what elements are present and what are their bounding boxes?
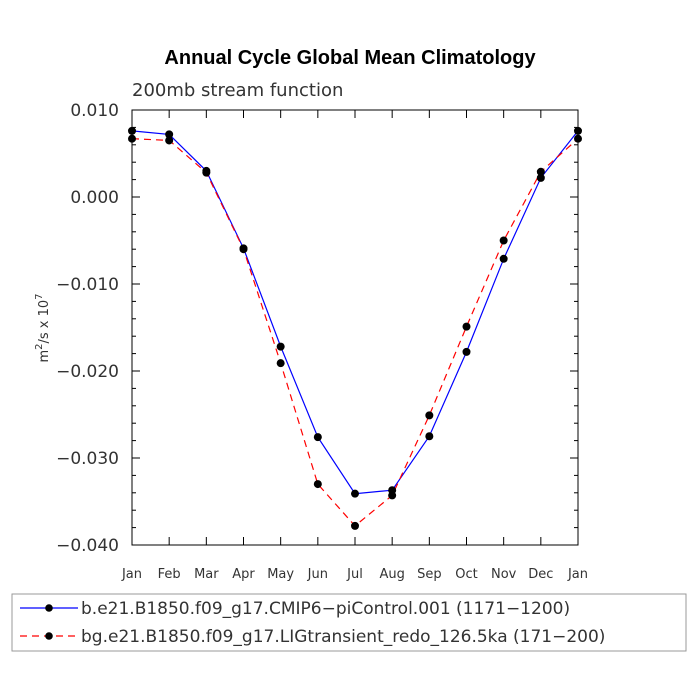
- y-tick-label: 0.000: [70, 188, 119, 208]
- data-point-series-1: [425, 432, 434, 441]
- legend: b.e21.B1850.f09_g17.CMIP6−piControl.001 …: [11, 593, 687, 652]
- y-tick-labels: 0.010 0.000 −0.010 −0.020 −0.030 −0.040: [56, 101, 119, 556]
- x-tick-label: Jan: [121, 567, 142, 582]
- chart-subtitle: 200mb stream function: [132, 80, 343, 101]
- y-tick-label: −0.010: [56, 275, 119, 295]
- axis-ticks: [131, 109, 579, 546]
- series-line-1: [131, 130, 579, 495]
- data-point-series-1: [313, 433, 322, 442]
- data-point-series-2: [239, 245, 248, 254]
- x-tick-label: Aug: [379, 567, 404, 582]
- y-tick-label: 0.010: [70, 101, 119, 121]
- x-tick-label: May: [267, 567, 294, 582]
- x-tick-label: Jun: [307, 567, 328, 582]
- data-point-series-1: [276, 342, 285, 351]
- data-point-series-1: [351, 489, 359, 498]
- data-point-series-2: [462, 322, 471, 331]
- x-tick-label: Oct: [455, 567, 477, 582]
- data-point-series-2: [202, 168, 211, 177]
- data-point-series-1: [462, 347, 471, 356]
- x-tick-label: Jan: [567, 567, 588, 582]
- x-tick-label: Dec: [528, 567, 553, 582]
- x-tick-label: Nov: [491, 567, 517, 582]
- data-point-series-1: [574, 126, 582, 135]
- data-point-series-2: [165, 136, 174, 145]
- y-tick-label: −0.020: [56, 362, 119, 382]
- series-lines: [131, 130, 579, 527]
- chart-title: Annual Cycle Global Mean Climatology: [164, 47, 536, 69]
- data-point-series-2: [425, 411, 434, 420]
- x-tick-label: Jul: [346, 567, 363, 582]
- data-point-series-2: [351, 521, 359, 530]
- x-tick-label: Sep: [417, 567, 442, 582]
- x-tick-label: Mar: [194, 567, 219, 582]
- plot-area: [131, 109, 579, 546]
- legend-label-1: b.e21.B1850.f09_g17.CMIP6−piControl.001 …: [81, 599, 570, 619]
- x-tick-label: Feb: [158, 567, 181, 582]
- data-point-series-2: [574, 134, 582, 143]
- data-point-series-1: [128, 126, 136, 135]
- legend-marker-2: [45, 632, 53, 640]
- y-tick-label: −0.040: [56, 536, 119, 556]
- data-point-series-1: [536, 173, 545, 182]
- legend-marker-1: [45, 604, 53, 612]
- data-point-series-2: [276, 359, 285, 368]
- data-point-series-2: [128, 134, 136, 143]
- y-tick-label: −0.030: [56, 449, 119, 469]
- data-point-series-1: [165, 130, 174, 139]
- x-tick-labels: Jan Feb Mar Apr May Jun Jul Aug Sep Oct Nov Dec Jan: [121, 567, 588, 582]
- series-points: [128, 126, 582, 530]
- series-line-2: [131, 138, 579, 527]
- legend-label-2: bg.e21.B1850.f09_g17.LIGtransient_redo_1…: [81, 627, 605, 647]
- data-point-series-2: [313, 480, 322, 489]
- y-axis-label: m2/s x 107: [34, 293, 52, 362]
- data-point-series-2: [499, 236, 508, 245]
- data-point-series-2: [536, 167, 545, 176]
- legend-box: [11, 593, 687, 652]
- data-point-series-2: [388, 491, 397, 500]
- data-point-series-1: [499, 254, 508, 263]
- x-tick-label: Apr: [232, 567, 255, 582]
